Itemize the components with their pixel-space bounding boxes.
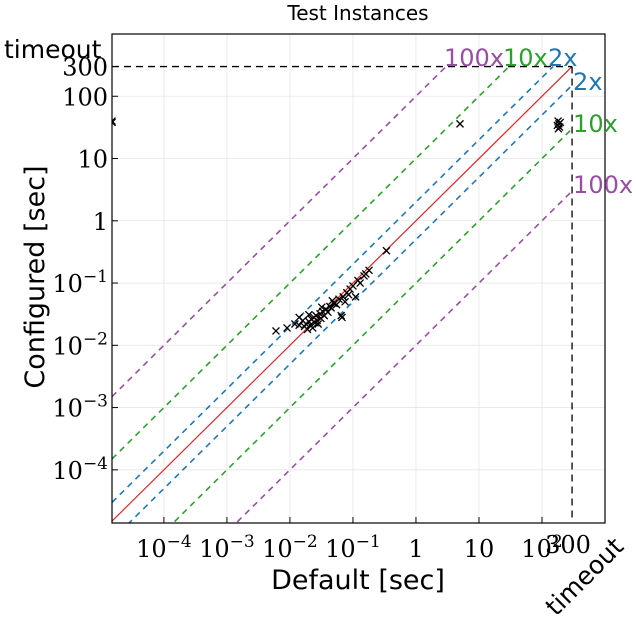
- data-point-stroke: [328, 296, 337, 305]
- y-tick-label: 100: [62, 83, 108, 111]
- data-point-stroke: [314, 320, 323, 328]
- ratio-line-below-10x: [171, 128, 573, 523]
- reference-lines: [112, 65, 573, 523]
- data-point-stroke: [313, 316, 322, 325]
- y-timeout-tick-label: 300: [62, 54, 108, 82]
- data-point-stroke: [341, 297, 350, 306]
- data-point: [344, 290, 353, 299]
- x-tick-label: 10−2: [262, 532, 318, 563]
- ratio-line-below-100x: [234, 190, 573, 523]
- data-point: [295, 313, 304, 322]
- data-point: [365, 266, 373, 275]
- data-point-stroke: [272, 327, 280, 335]
- data-point-stroke: [303, 325, 312, 334]
- data-point-stroke: [351, 292, 360, 301]
- data-point: [112, 118, 116, 127]
- data-point-stroke: [308, 323, 317, 332]
- data-point-stroke: [332, 300, 341, 309]
- y-tick-label: 10: [77, 146, 108, 174]
- data-point-stroke: [112, 117, 116, 122]
- data-point: [456, 119, 464, 128]
- data-point-stroke: [356, 279, 365, 288]
- data-point: [112, 117, 116, 125]
- data-point-stroke: [323, 308, 332, 317]
- x-tick-label: 10: [464, 535, 495, 563]
- x-tick-label: 10−3: [199, 532, 255, 563]
- data-point-stroke: [556, 118, 565, 127]
- ratio-label-top-10x: 10x: [503, 44, 548, 72]
- x-timeout-tick-label: 300: [545, 531, 591, 559]
- data-point-stroke: [338, 313, 346, 322]
- data-point: [314, 320, 323, 328]
- data-point-stroke: [317, 303, 326, 312]
- data-point-stroke: [112, 121, 116, 127]
- data-points: [112, 117, 565, 335]
- data-point: [382, 246, 391, 255]
- data-point-stroke: [112, 120, 116, 125]
- data-point: [303, 325, 312, 334]
- data-point: [337, 311, 346, 320]
- diagonal-line: [112, 66, 573, 522]
- y-timeout-label: timeout: [4, 35, 102, 64]
- data-point: [338, 313, 346, 322]
- data-point: [317, 303, 326, 312]
- data-point: [283, 323, 292, 332]
- x-tick-label: 102: [521, 532, 562, 563]
- axis-ticks: 10−4 10−3 10−2 10−1 1 10 10210−410−310−210−111…: [52, 54, 591, 563]
- data-point-stroke: [456, 119, 464, 128]
- data-point-stroke: [365, 266, 373, 275]
- data-point: [308, 323, 317, 332]
- data-point: [335, 295, 343, 304]
- data-point: [304, 310, 313, 319]
- data-point: [554, 124, 563, 133]
- data-point: [272, 327, 280, 335]
- data-point: [351, 292, 360, 301]
- y-tick-label: 10−3: [52, 392, 108, 423]
- data-point-stroke: [290, 320, 299, 328]
- data-point-stroke: [554, 124, 563, 133]
- ratio-line-below-2x: [127, 84, 573, 523]
- x-tick-label: 10−4: [136, 532, 192, 563]
- ratio-line-above-2x: [112, 65, 554, 503]
- ratio-label-side-10x: 10x: [573, 110, 618, 138]
- chart-title: Test Instances: [286, 1, 428, 25]
- ratio-label-top-100x: 100x: [444, 44, 504, 72]
- timeout-lines: [112, 65, 573, 523]
- x-axis-label: Default [sec]: [271, 565, 445, 596]
- data-point: [327, 303, 336, 312]
- y-tick-label: 1: [93, 208, 108, 236]
- ratio-line-above-100x: [112, 65, 447, 398]
- data-point-stroke: [344, 290, 353, 299]
- ratio-label-side-2x: 2x: [573, 68, 602, 96]
- data-point-stroke: [112, 118, 116, 124]
- y-tick-label: 10−4: [52, 454, 108, 485]
- plot-frame: [111, 33, 606, 524]
- data-point-stroke: [335, 295, 343, 304]
- ratio-label-top-2x: 2x: [548, 44, 577, 72]
- data-point: [556, 118, 565, 127]
- x-tick-label: 1: [408, 535, 423, 563]
- data-point-stroke: [295, 313, 304, 322]
- data-point: [328, 296, 337, 305]
- data-point-stroke: [283, 323, 292, 332]
- y-axis-label: Configured [sec]: [20, 165, 51, 388]
- data-point: [356, 279, 365, 288]
- y-tick-label: 10−2: [52, 329, 108, 360]
- ratio-line-above-10x: [112, 65, 510, 460]
- ratio-label-side-100x: 100x: [573, 171, 633, 199]
- data-point-stroke: [327, 303, 336, 312]
- y-tick-label: 10−1: [52, 267, 108, 298]
- x-tick-label: 10−1: [325, 532, 381, 563]
- data-point-stroke: [304, 310, 313, 319]
- data-point: [341, 297, 350, 306]
- data-point-stroke: [337, 311, 346, 320]
- data-point: [323, 308, 332, 317]
- data-point-stroke: [382, 246, 391, 255]
